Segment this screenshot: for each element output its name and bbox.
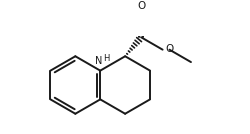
Text: O: O [137, 1, 145, 11]
Text: N: N [94, 56, 102, 66]
Text: O: O [165, 44, 173, 54]
Text: H: H [103, 54, 109, 63]
